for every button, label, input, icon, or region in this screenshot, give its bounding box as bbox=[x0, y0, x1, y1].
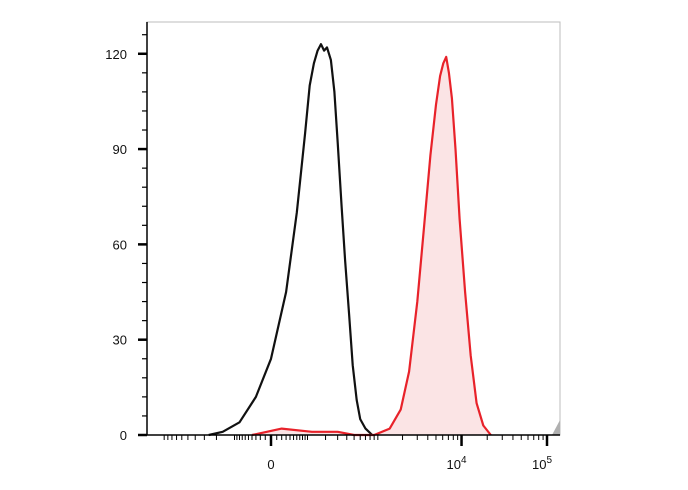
y-tick-label: 90 bbox=[113, 142, 127, 157]
series-0-line bbox=[208, 43, 373, 437]
x-tick-exponent: 4 bbox=[461, 455, 467, 466]
y-tick-label: 30 bbox=[113, 333, 127, 348]
x-tick-label: 105 bbox=[532, 455, 552, 472]
x-tick-label: 0 bbox=[267, 457, 274, 472]
y-tick-label: 120 bbox=[105, 47, 127, 62]
x-tick-label: 104 bbox=[447, 455, 467, 472]
x-tick-exponent: 5 bbox=[546, 455, 552, 466]
y-tick-label: 60 bbox=[113, 237, 127, 252]
y-tick-label: 0 bbox=[120, 428, 127, 443]
edge-sliver bbox=[552, 420, 560, 435]
